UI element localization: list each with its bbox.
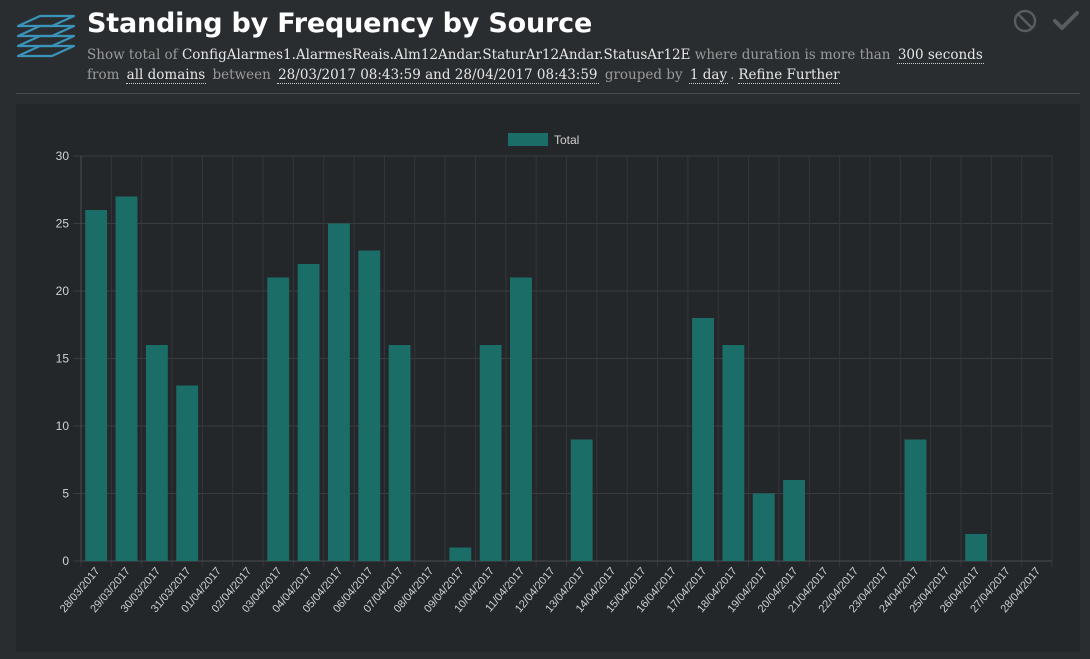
bar bbox=[722, 345, 745, 561]
bar bbox=[570, 439, 593, 561]
bar-chart: 05101520253028/03/201729/03/201730/03/20… bbox=[56, 133, 1053, 615]
bar bbox=[752, 493, 775, 561]
bar bbox=[145, 345, 168, 561]
desc-text-6: . bbox=[730, 67, 735, 83]
desc-text-2: where duration is more than bbox=[690, 47, 895, 63]
y-tick-label: 20 bbox=[56, 284, 70, 298]
y-tick-label: 5 bbox=[62, 487, 69, 501]
desc-text-4: between bbox=[208, 67, 276, 83]
query-description: Show total of ConfigAlarmes1.AlarmesReai… bbox=[87, 45, 1007, 85]
layers-icon bbox=[16, 14, 76, 58]
date-range-link[interactable]: 28/03/2017 08:43:59 and 28/04/2017 08:43… bbox=[277, 67, 599, 84]
header-divider bbox=[16, 93, 1080, 94]
bar bbox=[85, 210, 108, 561]
bar bbox=[965, 534, 988, 561]
bar bbox=[449, 547, 472, 561]
page-title: Standing by Frequency by Source bbox=[87, 8, 593, 39]
group-by-link[interactable]: 1 day bbox=[688, 67, 729, 84]
bar bbox=[267, 277, 290, 561]
description-line-2: from all domains between 28/03/2017 08:4… bbox=[87, 65, 1007, 85]
bar bbox=[358, 250, 381, 561]
bar bbox=[388, 345, 411, 561]
bar bbox=[510, 277, 532, 561]
bar bbox=[297, 264, 320, 561]
chart-panel: 0 5 10 15 20 25 30 28/03/2017 29/03/2017 30/03/20… bbox=[16, 104, 1080, 652]
y-tick-label: 10 bbox=[56, 419, 70, 433]
bar bbox=[479, 345, 502, 561]
refine-further-link[interactable]: Refine Further bbox=[738, 67, 840, 84]
ban-icon[interactable] bbox=[1013, 9, 1037, 33]
legend-swatch bbox=[508, 133, 548, 146]
bar bbox=[327, 223, 350, 561]
desc-text-5: grouped by bbox=[600, 67, 687, 83]
bar bbox=[904, 439, 927, 561]
y-tick-label: 30 bbox=[56, 149, 70, 163]
y-tick-label: 15 bbox=[56, 352, 70, 366]
description-line-1: Show total of ConfigAlarmes1.AlarmesReai… bbox=[87, 45, 1007, 65]
header: Standing by Frequency by Source Show tot… bbox=[0, 0, 1090, 94]
bar bbox=[692, 318, 714, 561]
y-tick-label: 25 bbox=[56, 217, 70, 231]
bar bbox=[176, 385, 199, 561]
check-icon[interactable] bbox=[1053, 10, 1079, 32]
source-name: ConfigAlarmes1.AlarmesReais.Alm12Andar.S… bbox=[181, 47, 691, 63]
legend-label: Total bbox=[554, 133, 579, 147]
desc-text-1: Show total of bbox=[87, 47, 182, 63]
domains-link[interactable]: all domains bbox=[125, 67, 207, 84]
duration-link[interactable]: 300 seconds bbox=[896, 47, 984, 64]
bar bbox=[115, 196, 138, 561]
bar bbox=[783, 480, 806, 561]
desc-text-3: from bbox=[87, 67, 124, 83]
y-tick-label: 0 bbox=[62, 554, 69, 568]
